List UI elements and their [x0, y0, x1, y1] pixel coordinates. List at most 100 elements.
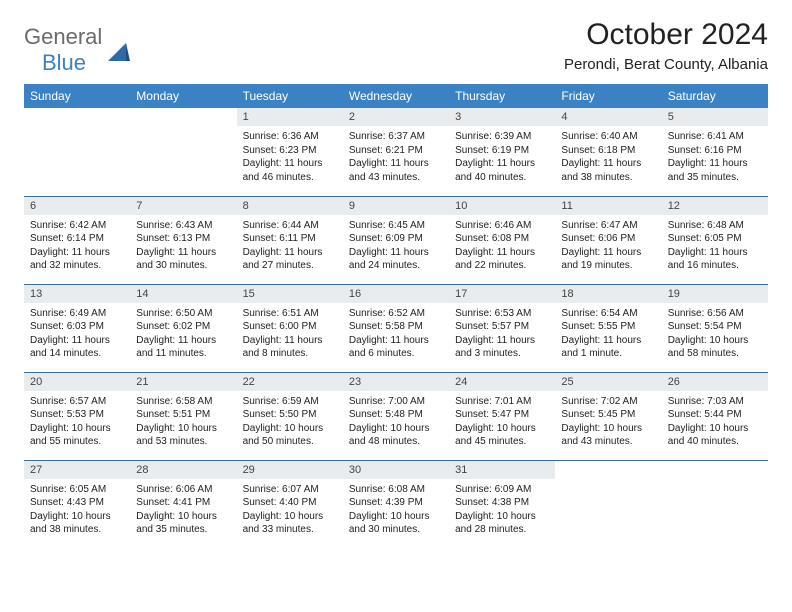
calendar-cell [130, 108, 236, 196]
calendar-cell: 20Sunrise: 6:57 AMSunset: 5:53 PMDayligh… [24, 372, 130, 460]
calendar-cell: 16Sunrise: 6:52 AMSunset: 5:58 PMDayligh… [343, 284, 449, 372]
day-number: 3 [449, 108, 555, 126]
day-number: 20 [24, 373, 130, 391]
day-number: 21 [130, 373, 236, 391]
calendar-cell: 22Sunrise: 6:59 AMSunset: 5:50 PMDayligh… [237, 372, 343, 460]
calendar-cell: 25Sunrise: 7:02 AMSunset: 5:45 PMDayligh… [555, 372, 661, 460]
location: Perondi, Berat County, Albania [564, 56, 768, 73]
day-body: Sunrise: 6:56 AMSunset: 5:54 PMDaylight:… [662, 303, 768, 365]
day-number: 7 [130, 197, 236, 215]
day-number: 1 [237, 108, 343, 126]
calendar-cell: 15Sunrise: 6:51 AMSunset: 6:00 PMDayligh… [237, 284, 343, 372]
logo-sail-icon [106, 39, 132, 65]
calendar-cell: 11Sunrise: 6:47 AMSunset: 6:06 PMDayligh… [555, 196, 661, 284]
calendar-cell: 10Sunrise: 6:46 AMSunset: 6:08 PMDayligh… [449, 196, 555, 284]
day-body: Sunrise: 6:52 AMSunset: 5:58 PMDaylight:… [343, 303, 449, 365]
calendar-header-row: Sunday Monday Tuesday Wednesday Thursday… [24, 84, 768, 108]
day-number: 16 [343, 285, 449, 303]
calendar-cell: 9Sunrise: 6:45 AMSunset: 6:09 PMDaylight… [343, 196, 449, 284]
calendar-week-row: 1Sunrise: 6:36 AMSunset: 6:23 PMDaylight… [24, 108, 768, 196]
col-saturday: Saturday [662, 84, 768, 108]
col-wednesday: Wednesday [343, 84, 449, 108]
title-block: October 2024 Perondi, Berat County, Alba… [564, 18, 768, 73]
day-body: Sunrise: 6:43 AMSunset: 6:13 PMDaylight:… [130, 215, 236, 277]
day-body: Sunrise: 6:40 AMSunset: 6:18 PMDaylight:… [555, 126, 661, 188]
calendar-week-row: 13Sunrise: 6:49 AMSunset: 6:03 PMDayligh… [24, 284, 768, 372]
day-body: Sunrise: 6:42 AMSunset: 6:14 PMDaylight:… [24, 215, 130, 277]
calendar-cell: 27Sunrise: 6:05 AMSunset: 4:43 PMDayligh… [24, 460, 130, 548]
day-number: 8 [237, 197, 343, 215]
logo-text-general: General [24, 24, 102, 49]
day-body: Sunrise: 6:47 AMSunset: 6:06 PMDaylight:… [555, 215, 661, 277]
day-number: 11 [555, 197, 661, 215]
day-number: 29 [237, 461, 343, 479]
day-body: Sunrise: 6:51 AMSunset: 6:00 PMDaylight:… [237, 303, 343, 365]
header: General Blue October 2024 Perondi, Berat… [24, 18, 768, 76]
calendar-cell: 19Sunrise: 6:56 AMSunset: 5:54 PMDayligh… [662, 284, 768, 372]
day-number: 22 [237, 373, 343, 391]
calendar-cell: 29Sunrise: 6:07 AMSunset: 4:40 PMDayligh… [237, 460, 343, 548]
day-number: 9 [343, 197, 449, 215]
day-body: Sunrise: 6:41 AMSunset: 6:16 PMDaylight:… [662, 126, 768, 188]
page-title: October 2024 [564, 18, 768, 52]
calendar-cell: 28Sunrise: 6:06 AMSunset: 4:41 PMDayligh… [130, 460, 236, 548]
calendar-cell: 18Sunrise: 6:54 AMSunset: 5:55 PMDayligh… [555, 284, 661, 372]
calendar-cell: 21Sunrise: 6:58 AMSunset: 5:51 PMDayligh… [130, 372, 236, 460]
calendar-week-row: 20Sunrise: 6:57 AMSunset: 5:53 PMDayligh… [24, 372, 768, 460]
col-tuesday: Tuesday [237, 84, 343, 108]
calendar-cell: 26Sunrise: 7:03 AMSunset: 5:44 PMDayligh… [662, 372, 768, 460]
calendar-cell: 17Sunrise: 6:53 AMSunset: 5:57 PMDayligh… [449, 284, 555, 372]
calendar-week-row: 6Sunrise: 6:42 AMSunset: 6:14 PMDaylight… [24, 196, 768, 284]
day-number: 2 [343, 108, 449, 126]
col-monday: Monday [130, 84, 236, 108]
day-number: 30 [343, 461, 449, 479]
day-number: 15 [237, 285, 343, 303]
day-body: Sunrise: 7:02 AMSunset: 5:45 PMDaylight:… [555, 391, 661, 453]
calendar-cell [662, 460, 768, 548]
day-number: 10 [449, 197, 555, 215]
calendar-week-row: 27Sunrise: 6:05 AMSunset: 4:43 PMDayligh… [24, 460, 768, 548]
day-number: 14 [130, 285, 236, 303]
calendar-cell: 7Sunrise: 6:43 AMSunset: 6:13 PMDaylight… [130, 196, 236, 284]
calendar-cell: 23Sunrise: 7:00 AMSunset: 5:48 PMDayligh… [343, 372, 449, 460]
day-body: Sunrise: 6:53 AMSunset: 5:57 PMDaylight:… [449, 303, 555, 365]
day-body: Sunrise: 6:59 AMSunset: 5:50 PMDaylight:… [237, 391, 343, 453]
col-thursday: Thursday [449, 84, 555, 108]
calendar-cell: 31Sunrise: 6:09 AMSunset: 4:38 PMDayligh… [449, 460, 555, 548]
calendar-cell: 5Sunrise: 6:41 AMSunset: 6:16 PMDaylight… [662, 108, 768, 196]
day-number: 5 [662, 108, 768, 126]
day-number: 4 [555, 108, 661, 126]
day-body: Sunrise: 6:39 AMSunset: 6:19 PMDaylight:… [449, 126, 555, 188]
day-number: 12 [662, 197, 768, 215]
calendar-cell: 14Sunrise: 6:50 AMSunset: 6:02 PMDayligh… [130, 284, 236, 372]
day-body: Sunrise: 6:36 AMSunset: 6:23 PMDaylight:… [237, 126, 343, 188]
day-number: 31 [449, 461, 555, 479]
calendar-cell: 24Sunrise: 7:01 AMSunset: 5:47 PMDayligh… [449, 372, 555, 460]
day-body: Sunrise: 7:01 AMSunset: 5:47 PMDaylight:… [449, 391, 555, 453]
calendar-cell: 3Sunrise: 6:39 AMSunset: 6:19 PMDaylight… [449, 108, 555, 196]
day-body: Sunrise: 6:37 AMSunset: 6:21 PMDaylight:… [343, 126, 449, 188]
day-number: 27 [24, 461, 130, 479]
day-body: Sunrise: 6:07 AMSunset: 4:40 PMDaylight:… [237, 479, 343, 541]
day-number: 26 [662, 373, 768, 391]
day-number: 19 [662, 285, 768, 303]
day-body: Sunrise: 6:06 AMSunset: 4:41 PMDaylight:… [130, 479, 236, 541]
logo-text-blue: Blue [42, 50, 86, 75]
day-number: 23 [343, 373, 449, 391]
day-number: 24 [449, 373, 555, 391]
col-friday: Friday [555, 84, 661, 108]
day-body: Sunrise: 6:57 AMSunset: 5:53 PMDaylight:… [24, 391, 130, 453]
day-body: Sunrise: 6:49 AMSunset: 6:03 PMDaylight:… [24, 303, 130, 365]
day-body: Sunrise: 7:03 AMSunset: 5:44 PMDaylight:… [662, 391, 768, 453]
calendar-table: Sunday Monday Tuesday Wednesday Thursday… [24, 84, 768, 548]
calendar-cell: 30Sunrise: 6:08 AMSunset: 4:39 PMDayligh… [343, 460, 449, 548]
day-body: Sunrise: 6:09 AMSunset: 4:38 PMDaylight:… [449, 479, 555, 541]
day-number: 17 [449, 285, 555, 303]
day-body: Sunrise: 7:00 AMSunset: 5:48 PMDaylight:… [343, 391, 449, 453]
day-body: Sunrise: 6:05 AMSunset: 4:43 PMDaylight:… [24, 479, 130, 541]
calendar-cell [24, 108, 130, 196]
day-body: Sunrise: 6:44 AMSunset: 6:11 PMDaylight:… [237, 215, 343, 277]
day-body: Sunrise: 6:46 AMSunset: 6:08 PMDaylight:… [449, 215, 555, 277]
col-sunday: Sunday [24, 84, 130, 108]
logo: General Blue [24, 18, 132, 76]
